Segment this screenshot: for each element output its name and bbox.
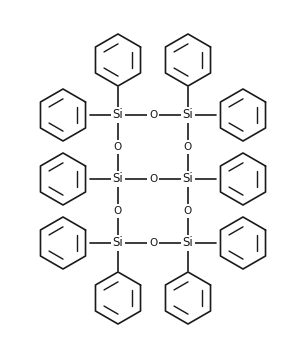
- Text: O: O: [184, 142, 192, 152]
- Text: O: O: [184, 206, 192, 216]
- Text: Si: Si: [183, 237, 193, 250]
- Text: Si: Si: [113, 237, 123, 250]
- Text: Si: Si: [183, 173, 193, 185]
- Text: O: O: [149, 174, 157, 184]
- Text: Si: Si: [113, 173, 123, 185]
- Text: O: O: [149, 110, 157, 120]
- Text: Si: Si: [183, 108, 193, 121]
- Text: Si: Si: [113, 108, 123, 121]
- Text: O: O: [114, 206, 122, 216]
- Text: O: O: [149, 238, 157, 248]
- Text: O: O: [114, 142, 122, 152]
